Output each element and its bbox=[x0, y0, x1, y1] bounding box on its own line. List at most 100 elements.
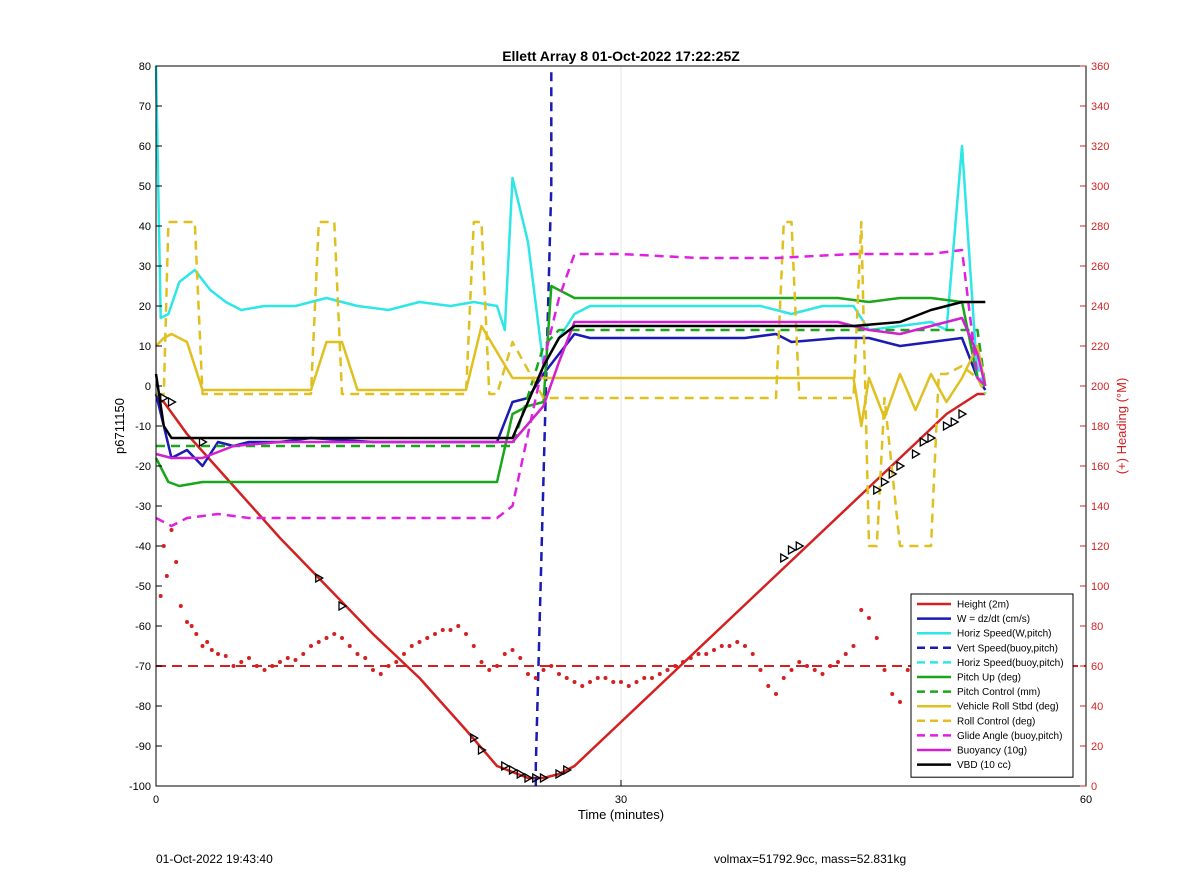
heading-point bbox=[619, 680, 623, 684]
y2-tick-label: 60 bbox=[1091, 661, 1103, 673]
heading-point bbox=[859, 608, 864, 612]
heading-point bbox=[293, 658, 298, 662]
heading-point bbox=[789, 668, 794, 672]
heading-point bbox=[533, 676, 538, 680]
heading-point bbox=[681, 660, 685, 664]
y-tick-label: -60 bbox=[135, 621, 151, 633]
heading-point bbox=[712, 648, 716, 652]
height-marker bbox=[787, 544, 797, 556]
y-tick-label: -70 bbox=[135, 661, 151, 673]
height-marker bbox=[888, 468, 898, 480]
height-marker bbox=[555, 768, 565, 780]
y-tick-label: -40 bbox=[135, 541, 151, 553]
height-marker bbox=[477, 744, 487, 756]
heading-point bbox=[386, 664, 391, 668]
height-marker bbox=[470, 732, 480, 744]
height-marker bbox=[958, 408, 968, 420]
heading-point bbox=[324, 636, 329, 640]
heading-point bbox=[657, 672, 662, 676]
height-marker bbox=[942, 420, 952, 432]
heading-point bbox=[347, 644, 352, 648]
heading-point bbox=[340, 636, 344, 640]
heading-point bbox=[665, 668, 670, 672]
height-marker bbox=[896, 460, 906, 472]
heading-point bbox=[270, 664, 275, 668]
heading-point bbox=[355, 652, 360, 656]
heading-point bbox=[189, 624, 194, 628]
series-line-10 bbox=[155, 316, 987, 460]
heading-point bbox=[205, 640, 210, 644]
y-tick-label: 20 bbox=[139, 301, 151, 313]
heading-point bbox=[867, 616, 871, 620]
heading-point bbox=[580, 684, 585, 688]
heading-point bbox=[642, 676, 647, 680]
height-marker bbox=[532, 772, 542, 784]
legend-entry-10: Buoyancy (10g) bbox=[957, 746, 1027, 757]
height-marker bbox=[919, 436, 929, 448]
height-marker bbox=[338, 600, 348, 612]
heading-point bbox=[650, 676, 654, 680]
legend-entry-11: VBD (10 cc) bbox=[957, 760, 1011, 771]
y-tick-label: -30 bbox=[135, 501, 151, 513]
heading-point bbox=[363, 656, 368, 660]
footer-timestamp: 01-Oct-2022 19:43:40 bbox=[156, 852, 273, 866]
y-tick-label: 30 bbox=[139, 261, 151, 273]
y2-tick-label: 360 bbox=[1091, 61, 1109, 73]
heading-point bbox=[174, 560, 179, 564]
y2-tick-label: 180 bbox=[1091, 421, 1109, 433]
height-marker bbox=[160, 392, 170, 404]
heading-point bbox=[495, 664, 499, 668]
y-axis-left: -100-90-80-70-60-50-40-30-20-10010203040… bbox=[129, 61, 162, 793]
y-tick-label: 10 bbox=[139, 341, 151, 353]
height-marker bbox=[516, 768, 526, 780]
legend-entry-4: Horiz Speed(buoy,pitch) bbox=[957, 658, 1064, 669]
height-marker bbox=[563, 764, 573, 776]
legend-entry-5: Pitch Up (deg) bbox=[957, 673, 1021, 684]
y2-tick-label: 300 bbox=[1091, 181, 1109, 193]
y2-tick-label: 160 bbox=[1091, 461, 1109, 473]
heading-point bbox=[797, 660, 802, 664]
series-line-11 bbox=[154, 300, 986, 440]
legend-entry-0: Height (2m) bbox=[957, 600, 1009, 611]
heading-point bbox=[178, 604, 183, 608]
y2-tick-label: 200 bbox=[1091, 381, 1109, 393]
heading-point bbox=[634, 680, 639, 684]
heading-point bbox=[774, 692, 778, 696]
heading-point bbox=[526, 672, 530, 676]
heading-point bbox=[231, 664, 236, 668]
heading-point bbox=[456, 624, 461, 628]
heading-point bbox=[549, 664, 554, 668]
heading-point bbox=[425, 636, 430, 640]
heading-point bbox=[262, 668, 267, 672]
heading-point bbox=[301, 652, 306, 656]
heading-point bbox=[223, 654, 228, 658]
heading-point bbox=[766, 684, 771, 688]
legend-entry-3: Vert Speed(buoy,pitch) bbox=[957, 643, 1058, 654]
height-marker bbox=[524, 772, 534, 784]
legend-entry-7: Vehicle Roll Stbd (deg) bbox=[957, 702, 1059, 713]
heading-point bbox=[890, 692, 895, 696]
heading-point bbox=[595, 676, 600, 680]
heading-point bbox=[278, 660, 282, 664]
y-axis-label: p6711150 bbox=[112, 398, 127, 454]
y2-tick-label: 100 bbox=[1091, 581, 1109, 593]
series-layer bbox=[154, 65, 987, 786]
heading-point bbox=[696, 652, 701, 656]
x-axis: 0 30 60 bbox=[153, 780, 1092, 806]
heading-point bbox=[169, 528, 174, 532]
heading-point bbox=[820, 672, 825, 676]
height-marker bbox=[950, 416, 960, 428]
heading-point bbox=[557, 672, 561, 676]
legend: Height (2m) W = dz/dt (cm/s) Horiz Speed(W… bbox=[910, 593, 1074, 778]
x-tick-label: 0 bbox=[153, 794, 159, 806]
heading-point bbox=[836, 660, 840, 664]
series-line-7 bbox=[155, 324, 987, 428]
legend-entry-1: W = dz/dt (cm/s) bbox=[957, 614, 1030, 625]
heading-point bbox=[874, 636, 879, 640]
y-tick-label: 60 bbox=[139, 141, 151, 153]
y-tick-label: -100 bbox=[129, 781, 151, 793]
heading-point bbox=[541, 668, 546, 672]
heading-point bbox=[254, 664, 259, 668]
heading-point bbox=[735, 640, 740, 644]
heading-point bbox=[727, 644, 732, 648]
